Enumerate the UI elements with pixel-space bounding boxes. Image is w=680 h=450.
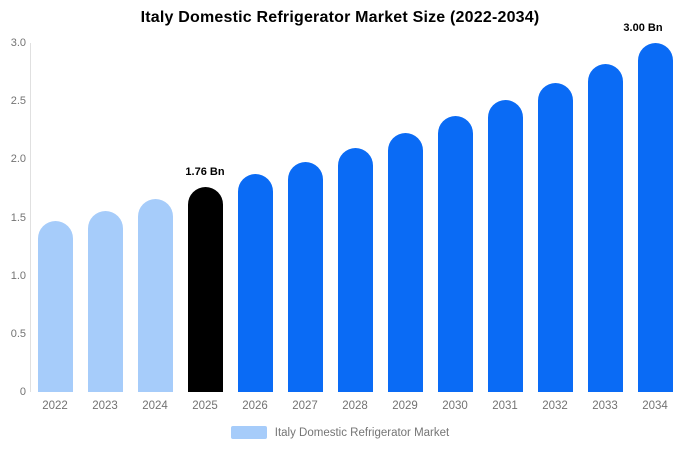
bar-2031[interactable] bbox=[487, 100, 523, 392]
bar-2023[interactable] bbox=[87, 210, 123, 392]
y-tick-label: 0 bbox=[19, 386, 26, 398]
y-tick-label: 1.0 bbox=[10, 269, 26, 282]
x-tick-label: 2027 bbox=[292, 400, 318, 412]
y-tick-label: 0.5 bbox=[10, 327, 26, 340]
x-tick-label: 2026 bbox=[242, 400, 268, 412]
x-tick-label: 2029 bbox=[392, 400, 418, 412]
x-tick-label: 2028 bbox=[342, 400, 368, 412]
bar-2034[interactable] bbox=[637, 43, 673, 392]
y-tick-label: 2.0 bbox=[10, 153, 26, 166]
y-axis-line bbox=[30, 43, 31, 392]
x-tick-label: 2025 bbox=[192, 400, 218, 412]
y-tick-label: 1.5 bbox=[10, 211, 26, 224]
bar-value-label: 3.00 Bn bbox=[623, 22, 663, 34]
x-tick-label: 2034 bbox=[642, 400, 668, 412]
bar-value-label: 1.76 Bn bbox=[185, 166, 225, 179]
x-tick-label: 2032 bbox=[542, 400, 568, 412]
legend[interactable]: Italy Domestic Refrigerator Market bbox=[0, 426, 680, 439]
bar-2032[interactable] bbox=[537, 82, 573, 392]
x-tick-label: 2031 bbox=[492, 400, 518, 412]
x-tick-label: 2022 bbox=[42, 400, 68, 412]
y-tick-label: 3.0 bbox=[10, 37, 26, 49]
bar-2027[interactable] bbox=[287, 161, 323, 392]
bar-2033[interactable] bbox=[587, 63, 623, 392]
legend-label: Italy Domestic Refrigerator Market bbox=[274, 426, 450, 439]
x-tick-label: 2024 bbox=[142, 400, 168, 412]
x-tick-label: 2033 bbox=[592, 400, 618, 412]
x-tick-label: 2023 bbox=[92, 400, 118, 412]
chart-title: Italy Domestic Refrigerator Market Size … bbox=[140, 9, 540, 26]
bar-2029[interactable] bbox=[387, 132, 423, 392]
bar-2026[interactable] bbox=[237, 174, 273, 392]
bar-2025[interactable] bbox=[187, 187, 223, 392]
bar-2024[interactable] bbox=[137, 198, 173, 392]
bar-2022[interactable] bbox=[37, 220, 73, 392]
legend-swatch bbox=[230, 426, 267, 439]
y-tick-label: 2.5 bbox=[10, 95, 26, 108]
bar-2028[interactable] bbox=[337, 147, 373, 392]
bar-2030[interactable] bbox=[437, 116, 473, 392]
x-tick-label: 2030 bbox=[442, 400, 468, 412]
